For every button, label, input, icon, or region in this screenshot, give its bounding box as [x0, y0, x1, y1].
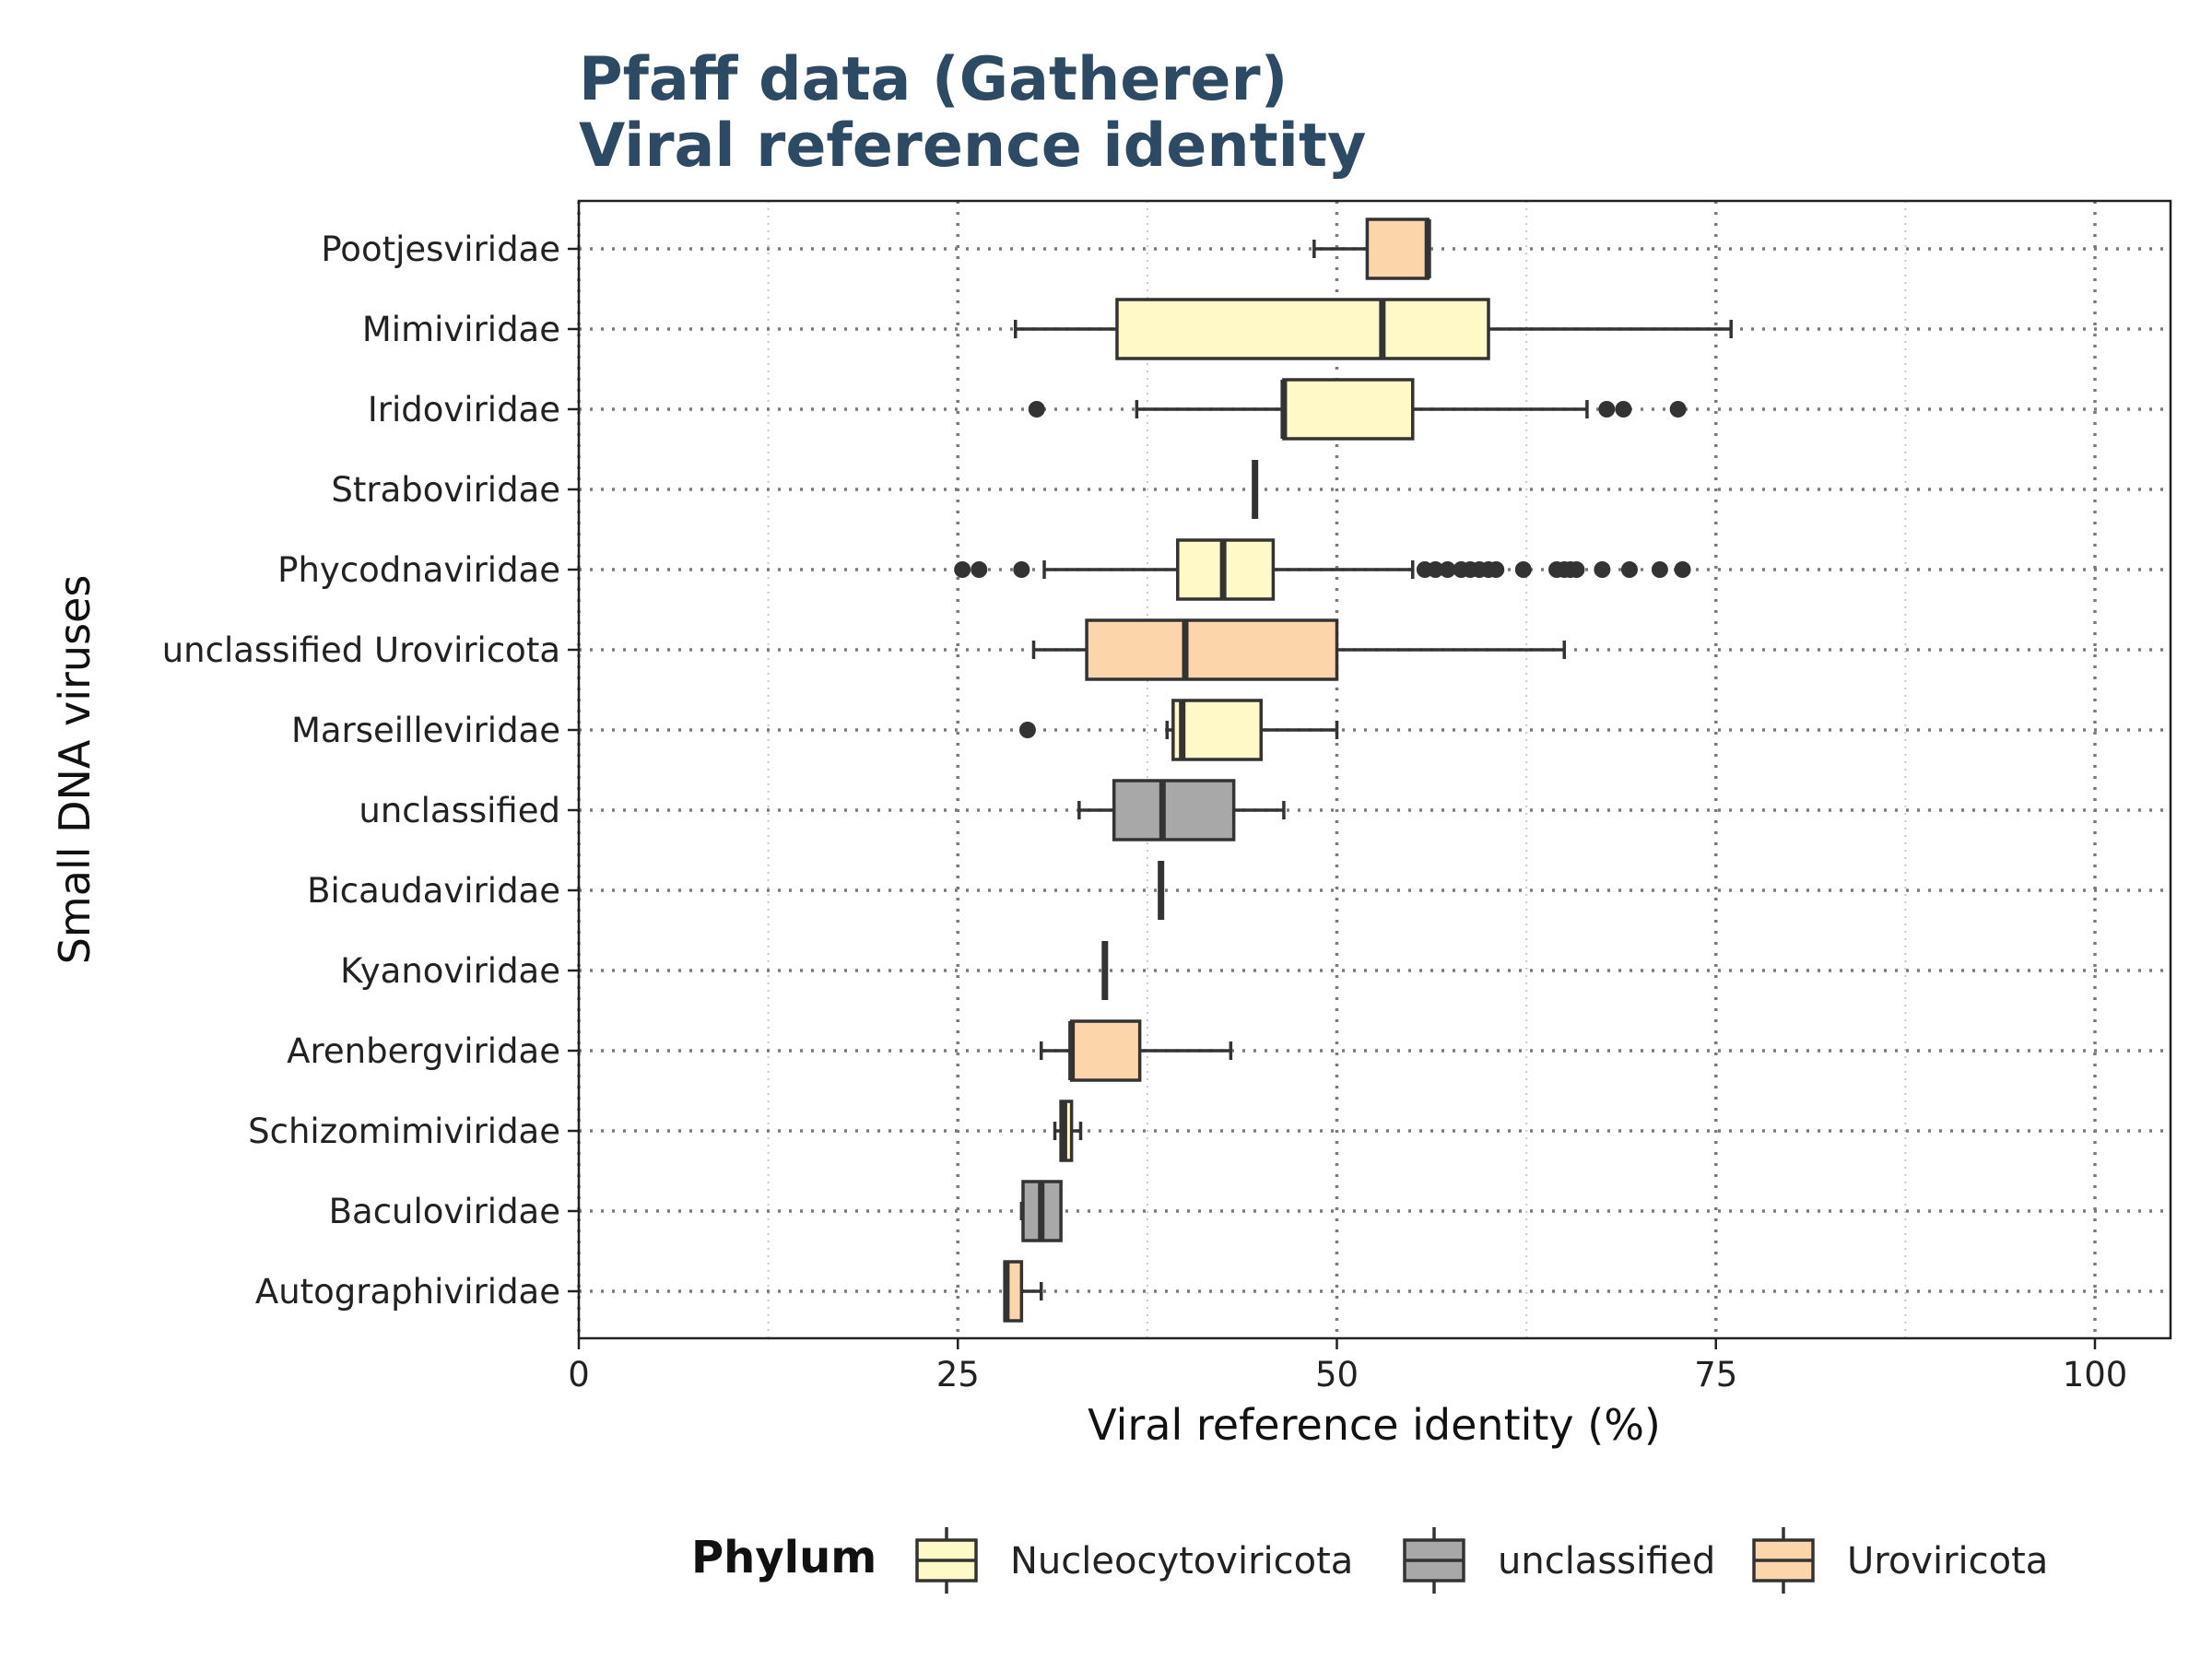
x-tick-label: 25 — [936, 1355, 980, 1394]
y-tick-label: unclassified — [359, 791, 560, 830]
box-autographiviridae — [1003, 1260, 1043, 1323]
box-baculoviridae — [1019, 1180, 1063, 1242]
box-pootjesviridae — [1312, 218, 1431, 280]
x-axis-label: Viral reference identity (%) — [1088, 1400, 1661, 1450]
y-tick-label: Iridoviridae — [368, 390, 560, 429]
box-phycodnaviridae — [954, 538, 1691, 601]
legend-items: Nucleocytoviricota unclassified Uroviricot… — [915, 1527, 2048, 1594]
legend-item-nucleocytoviricota: Nucleocytoviricota — [915, 1527, 1353, 1594]
y-tick-label: Straboviridae — [331, 470, 560, 510]
legend-label: Uroviricota — [1847, 1540, 2048, 1583]
outlier-point — [1439, 561, 1456, 578]
y-tick-label: Schizomimiviridae — [248, 1112, 560, 1151]
y-tick-label: Baculoviridae — [329, 1192, 560, 1231]
y-tick-label: Phycodnaviridae — [277, 550, 560, 590]
legend-item-uroviricota: Uroviricota — [1752, 1527, 2048, 1594]
box-iqr — [1282, 378, 1415, 441]
y-tick-label: Marseilleviridae — [291, 711, 560, 750]
y-tick-label: Pootjesviridae — [321, 229, 560, 269]
outlier-point — [1018, 722, 1036, 738]
y-tick-label: unclassified Uroviricota — [162, 630, 560, 670]
y-tick-labels: Pootjesviridae Mimiviridae Iridoviridae Str… — [162, 229, 579, 1312]
outlier-point — [1427, 561, 1444, 578]
box-arenbergviridae — [1039, 1019, 1233, 1082]
box-unclassified-uroviricota — [1031, 618, 1566, 681]
outlier-point — [954, 561, 971, 578]
outlier-point — [1488, 561, 1505, 578]
box-iqr — [1085, 618, 1339, 681]
box-iridoviridae — [1028, 378, 1687, 441]
box-iqr — [1069, 1019, 1142, 1082]
x-tick-labels: 0 25 50 75 100 — [568, 1338, 2127, 1394]
outlier-point — [971, 561, 988, 578]
outlier-point — [1028, 401, 1045, 418]
box-iqr — [1171, 699, 1263, 761]
outlier-point — [1598, 401, 1616, 418]
box-iqr — [1112, 779, 1236, 841]
y-tick-label: Kyanoviridae — [340, 951, 560, 991]
box-series — [954, 218, 1733, 1323]
legend: Phylum Nucleocytoviricota unclassified Uro… — [691, 1527, 2048, 1594]
x-tick-label: 0 — [568, 1355, 590, 1394]
outlier-point — [1013, 561, 1030, 578]
y-tick-label: Mimiviridae — [362, 310, 560, 349]
box-schizomimiviridae — [1053, 1100, 1083, 1162]
outlier-point — [1594, 561, 1611, 578]
outlier-point — [1615, 401, 1632, 418]
box-unclassified — [1077, 779, 1286, 841]
legend-label: Nucleocytoviricota — [1010, 1540, 1353, 1583]
x-tick-label: 100 — [2063, 1355, 2128, 1394]
outlier-point — [1620, 561, 1638, 578]
y-tick-label: Autographiviridae — [255, 1272, 560, 1312]
box-iqr — [1365, 218, 1430, 280]
chart-title-line-2: Viral reference identity — [579, 112, 1366, 181]
legend-title: Phylum — [691, 1532, 877, 1583]
legend-item-unclassified: unclassified — [1403, 1527, 1715, 1594]
chart-title-line-1: Pfaff data (Gatherer) — [579, 45, 1288, 114]
plot-frame — [577, 199, 2172, 1340]
outlier-point — [1669, 401, 1687, 418]
grid-lines — [577, 201, 2171, 1338]
outlier-point — [1651, 561, 1668, 578]
y-tick-label: Arenbergviridae — [287, 1031, 560, 1071]
legend-label: unclassified — [1498, 1540, 1715, 1583]
outlier-point — [1514, 561, 1532, 578]
box-marseilleviridae — [1018, 699, 1339, 761]
y-tick-label: Bicaudaviridae — [307, 871, 560, 911]
outlier-point — [1568, 561, 1585, 578]
box-mimiviridae — [1014, 298, 1733, 360]
y-axis-label: Small DNA viruses — [50, 575, 100, 965]
outlier-point — [1674, 561, 1691, 578]
x-tick-label: 50 — [1315, 1355, 1359, 1394]
x-tick-label: 75 — [1694, 1355, 1737, 1394]
box-iqr — [1115, 298, 1490, 360]
